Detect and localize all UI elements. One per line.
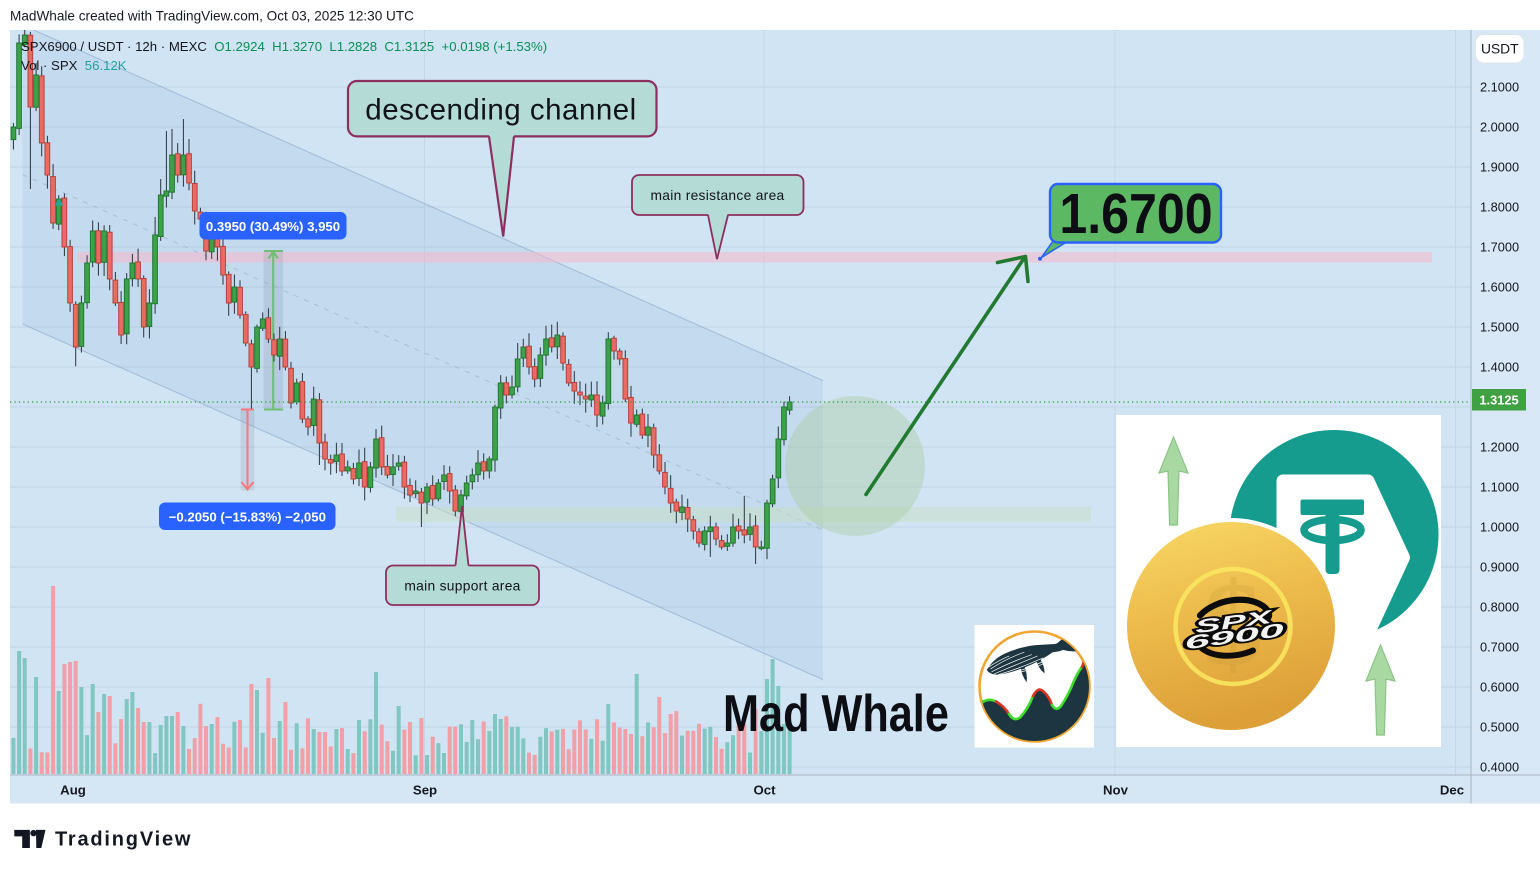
svg-text:0.9000: 0.9000 [1480,560,1519,575]
svg-text:1.4000: 1.4000 [1480,360,1519,375]
svg-text:main resistance area: main resistance area [650,188,784,203]
svg-text:SPX6900 / USDT · 12h · MEXC O: SPX6900 / USDT · 12h · MEXC O1.2924 H1.3… [21,39,547,54]
svg-text:1.5000: 1.5000 [1480,320,1519,335]
svg-text:0.5000: 0.5000 [1480,720,1519,735]
svg-text:1.7000: 1.7000 [1480,240,1519,255]
svg-text:2.1000: 2.1000 [1480,80,1519,95]
svg-text:−0.2050 (−15.83%) −2,050: −0.2050 (−15.83%) −2,050 [169,509,326,524]
svg-text:1.9000: 1.9000 [1480,160,1519,175]
svg-text:USDT: USDT [1481,42,1519,57]
svg-text:1.3125: 1.3125 [1479,393,1518,408]
svg-text:1.6000: 1.6000 [1480,280,1519,295]
svg-text:Aug: Aug [60,783,86,798]
svg-text:Oct: Oct [754,783,777,798]
svg-text:1.0000: 1.0000 [1480,520,1519,535]
svg-text:1.2000: 1.2000 [1480,440,1519,455]
svg-text:0.3950 (30.49%) 3,950: 0.3950 (30.49%) 3,950 [206,219,340,234]
svg-text:1.6700: 1.6700 [1059,182,1212,246]
svg-text:Vol · SPX 56.12K: Vol · SPX 56.12K [21,58,127,73]
svg-text:0.7000: 0.7000 [1480,640,1519,655]
svg-text:Nov: Nov [1103,783,1129,798]
svg-text:Dec: Dec [1440,783,1464,798]
svg-text:$: $ [1203,557,1263,690]
svg-text:Sep: Sep [413,783,437,798]
svg-text:Mad Whale: Mad Whale [723,686,949,743]
svg-text:1.1000: 1.1000 [1480,480,1519,495]
svg-text:0.6000: 0.6000 [1480,680,1519,695]
svg-text:0.8000: 0.8000 [1480,600,1519,615]
svg-text:main support area: main support area [404,579,520,594]
svg-text:TradingView: TradingView [55,829,192,851]
svg-text:0.4000: 0.4000 [1480,760,1519,775]
svg-text:1.8000: 1.8000 [1480,200,1519,215]
svg-text:2.0000: 2.0000 [1480,120,1519,135]
svg-text:descending channel: descending channel [365,94,636,127]
svg-text:MadWhale created with TradingV: MadWhale created with TradingView.com, O… [10,9,414,24]
